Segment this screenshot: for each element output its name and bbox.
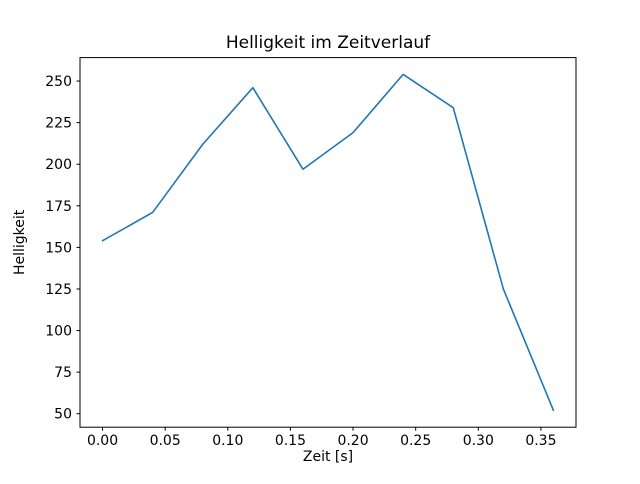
x-tick-label: 0.20 (337, 433, 368, 449)
y-tick-label: 75 (54, 365, 72, 381)
x-tick-label: 0.00 (87, 433, 118, 449)
x-tick-label: 0.35 (525, 433, 556, 449)
chart-title: Helligkeit im Zeitverlauf (226, 33, 431, 53)
x-tick-label: 0.15 (275, 433, 306, 449)
x-tick-label: 0.25 (400, 433, 431, 449)
x-axis-label: Zeit [s] (303, 449, 353, 465)
line-series-helligkeit (101, 73, 555, 412)
y-axis-label: Helligkeit (12, 209, 28, 275)
y-tick-label: 250 (45, 74, 72, 90)
x-tick-label: 0.05 (150, 433, 181, 449)
y-tick-label: 150 (45, 240, 72, 256)
y-tick-label: 200 (45, 157, 72, 173)
plot-area: 0.00 0.05 0.10 0.15 0.20 0.25 0.30 0.35 50 75 100 1… (45, 57, 577, 449)
y-tick-label: 100 (45, 324, 72, 340)
y-tick-label: 225 (45, 116, 72, 132)
x-tick-label: 0.30 (463, 433, 494, 449)
axes-frame (79, 57, 577, 428)
y-tick-label: 175 (45, 199, 72, 215)
x-tick-label: 0.10 (212, 433, 243, 449)
y-tick-label: 50 (54, 407, 72, 423)
y-tick-label: 125 (45, 282, 72, 298)
